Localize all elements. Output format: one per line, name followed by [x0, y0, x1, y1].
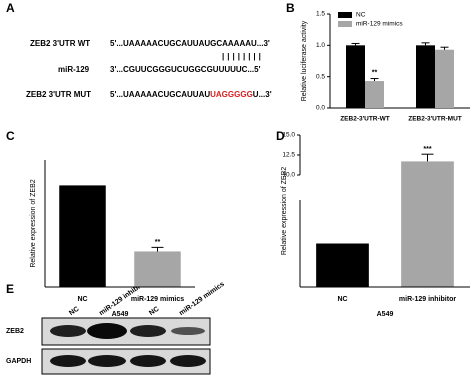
legend-label: NC: [356, 12, 366, 19]
y-axis-label: Relative luciferase activity: [301, 20, 308, 101]
band: [130, 325, 166, 337]
band: [50, 355, 86, 367]
lane-label: NC: [148, 306, 160, 318]
bar: [365, 81, 384, 108]
x-tick-label: ZEB2-3'UTR-MUT: [408, 116, 462, 123]
x-tick-label: NC: [337, 296, 347, 303]
x-tick-label: NC: [77, 296, 87, 303]
x-tick-label: miR-129 mimics: [131, 296, 184, 303]
bar: [346, 45, 365, 108]
y-axis-label: Relative expression of ZEB2: [281, 167, 288, 255]
lane-label: NC: [68, 306, 80, 318]
bar: [316, 243, 369, 287]
seq-label: ZEB2 3'UTR WT: [30, 39, 90, 48]
blot-row-label: ZEB2: [6, 328, 24, 335]
significance: **: [155, 239, 161, 246]
band: [171, 327, 205, 335]
band: [130, 355, 166, 367]
panel-label: A: [6, 1, 15, 15]
significance: **: [372, 69, 378, 76]
seq-label: miR-129: [58, 65, 90, 74]
y-tick-label: 0.5: [316, 73, 325, 80]
band: [170, 355, 206, 367]
x-axis-label: A549: [377, 311, 394, 318]
y-tick-label: 1.0: [316, 42, 325, 49]
significance: ***: [423, 146, 431, 153]
x-tick-label: miR-129 inhibitor: [399, 296, 456, 303]
seq-part: 5'...UAAAAACUGCAUUAU: [110, 90, 210, 99]
legend-label: miR-129 mimics: [356, 21, 403, 28]
x-axis-label: A549: [112, 311, 129, 318]
bar: [59, 185, 106, 287]
y-tick-label: 1.5: [316, 11, 325, 18]
bar: [416, 45, 435, 108]
panel-label: D: [276, 129, 285, 143]
blot-row-label: GAPDH: [6, 358, 31, 365]
y-tick-label: 12.5: [282, 152, 295, 159]
bar: [435, 49, 454, 108]
sequence: 3'...CGUUCGGGUCUGGCGUUUUUC...5': [110, 65, 261, 74]
mutated-seq: UAGGGGG: [210, 90, 253, 99]
bar: [134, 251, 181, 287]
legend-swatch: [338, 12, 352, 18]
y-tick-label: 10.0: [282, 172, 295, 179]
band: [87, 323, 127, 339]
sequence: 5'...UAAAAACUGCAUUAUGCAAAAAU...3': [110, 39, 270, 48]
band: [50, 325, 86, 337]
x-tick-label: ZEB2-3'UTR-WT: [340, 116, 390, 123]
sequence: 5'...UAAAAACUGCAUUAUUAGGGGGU...3': [110, 90, 272, 99]
y-axis-label: Relative expression of ZEB2: [30, 179, 37, 267]
bar: [401, 161, 454, 287]
band: [88, 355, 126, 367]
panel-label: B: [286, 1, 295, 15]
pairing: ||||||||: [222, 52, 264, 61]
seq-part: U...3': [253, 90, 272, 99]
seq-label: ZEB2 3'UTR MUT: [26, 90, 91, 99]
blot: ZEB2 GAPDH NC miR-129 inhibitor NC miR-1…: [6, 278, 226, 375]
lane-label: miR-129 mimics: [178, 281, 226, 317]
legend-swatch: [338, 21, 352, 27]
panel-label: C: [6, 129, 15, 143]
y-tick-label: 15.0: [282, 132, 295, 139]
y-tick-label: 0.0: [316, 105, 325, 112]
panel-label: E: [6, 282, 14, 296]
